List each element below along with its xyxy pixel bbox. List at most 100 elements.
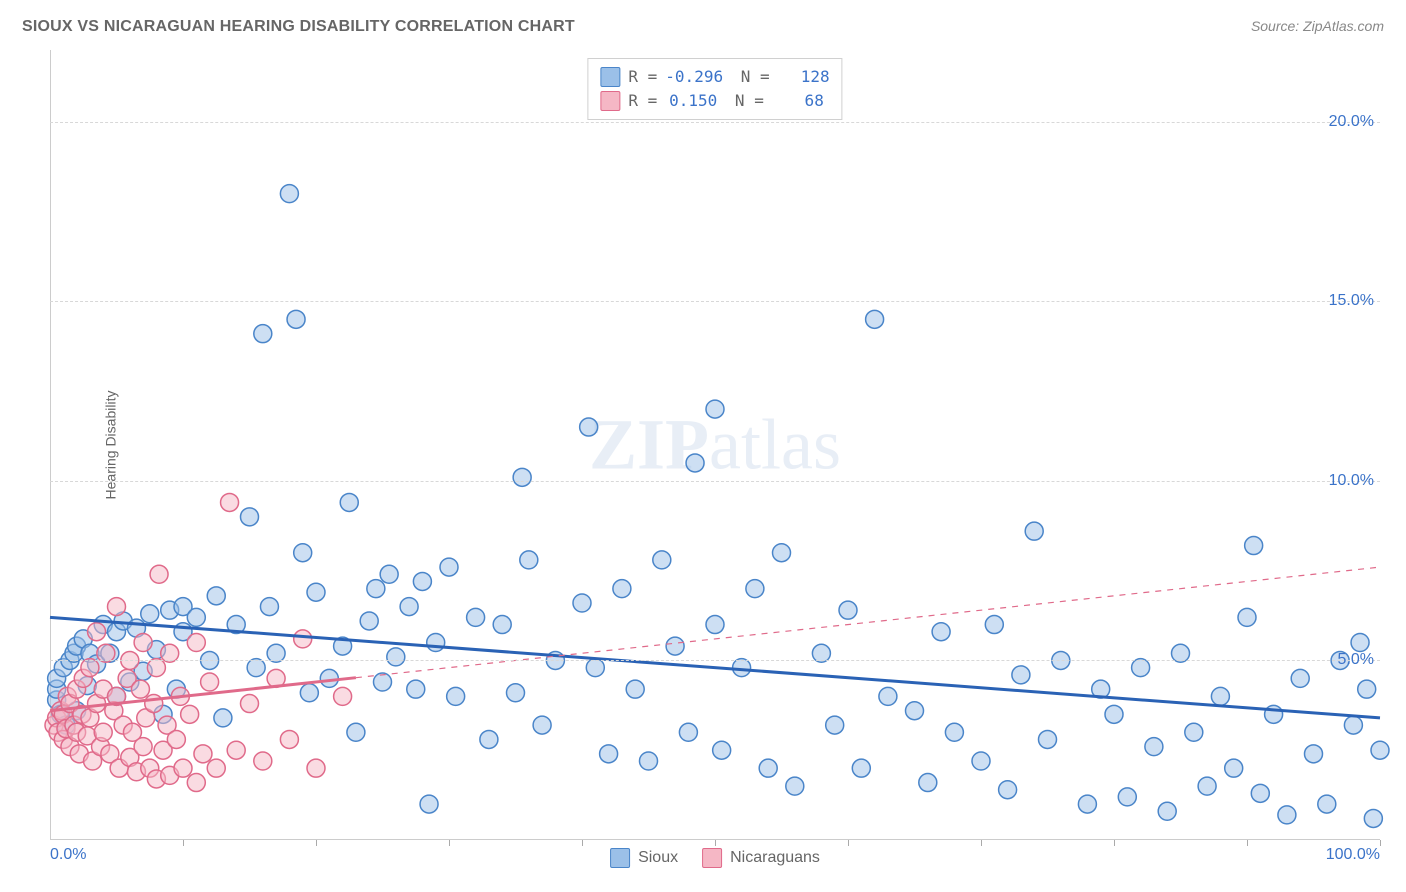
scatter-point — [294, 544, 312, 562]
scatter-point — [374, 673, 392, 691]
scatter-point — [972, 752, 990, 770]
scatter-point — [187, 774, 205, 792]
scatter-point — [1251, 784, 1269, 802]
scatter-point — [94, 723, 112, 741]
scatter-point — [167, 730, 185, 748]
scatter-point — [221, 493, 239, 511]
scatter-point — [131, 680, 149, 698]
scatter-point — [1039, 730, 1057, 748]
scatter-point — [985, 616, 1003, 634]
scatter-point — [932, 623, 950, 641]
scatter-point — [145, 695, 163, 713]
x-tick — [848, 840, 849, 846]
sioux-n: 128 — [778, 65, 830, 89]
scatter-point — [134, 634, 152, 652]
scatter-point — [1371, 741, 1389, 759]
scatter-point — [600, 745, 618, 763]
scatter-point — [88, 623, 106, 641]
legend-item-sioux: Sioux — [610, 848, 678, 868]
scatter-point — [580, 418, 598, 436]
scatter-point — [380, 565, 398, 583]
scatter-point — [866, 310, 884, 328]
scatter-point — [400, 598, 418, 616]
scatter-point — [879, 687, 897, 705]
scatter-point — [626, 680, 644, 698]
scatter-point — [493, 616, 511, 634]
scatter-point — [227, 741, 245, 759]
scatter-point — [640, 752, 658, 770]
scatter-point — [201, 673, 219, 691]
scatter-point — [334, 687, 352, 705]
scatter-point — [1078, 795, 1096, 813]
scatter-point — [786, 777, 804, 795]
scatter-point — [194, 745, 212, 763]
scatter-point — [241, 695, 259, 713]
scatter-point — [367, 580, 385, 598]
scatter-point — [1105, 705, 1123, 723]
scatter-point — [1025, 522, 1043, 540]
scatter-point — [1185, 723, 1203, 741]
scatter-point — [533, 716, 551, 734]
scatter-point — [413, 572, 431, 590]
x-tick — [715, 840, 716, 846]
scatter-point — [919, 774, 937, 792]
scatter-point — [108, 598, 126, 616]
scatter-point — [713, 741, 731, 759]
scatter-point — [653, 551, 671, 569]
scatter-point — [1305, 745, 1323, 763]
scatter-point — [852, 759, 870, 777]
grid-line — [50, 122, 1380, 123]
scatter-point — [513, 468, 531, 486]
x-tick — [1380, 840, 1381, 846]
scatter-point — [1344, 716, 1362, 734]
x-tick — [449, 840, 450, 846]
legend-label-sioux: Sioux — [638, 849, 678, 867]
plot-area: Hearing Disability ZIPatlas 0.0% 100.0% … — [50, 50, 1380, 840]
x-tick — [316, 840, 317, 846]
scatter-point — [280, 185, 298, 203]
scatter-point — [1211, 687, 1229, 705]
scatter-point — [447, 687, 465, 705]
y-tick-label: 5.0% — [1338, 651, 1374, 669]
source-attribution: Source: ZipAtlas.com — [1251, 18, 1384, 34]
scatter-point — [613, 580, 631, 598]
scatter-point — [307, 759, 325, 777]
bottom-legend: Sioux Nicaraguans — [610, 848, 820, 868]
plot-svg — [50, 50, 1380, 840]
swatch-nicaraguans — [600, 91, 620, 111]
y-tick-label: 20.0% — [1329, 113, 1374, 131]
scatter-point — [187, 634, 205, 652]
scatter-point — [207, 587, 225, 605]
scatter-point — [679, 723, 697, 741]
scatter-point — [174, 759, 192, 777]
y-tick-label: 15.0% — [1329, 292, 1374, 310]
scatter-point — [1351, 634, 1369, 652]
scatter-point — [759, 759, 777, 777]
scatter-point — [420, 795, 438, 813]
scatter-point — [467, 608, 485, 626]
grid-line — [50, 301, 1380, 302]
scatter-point — [906, 702, 924, 720]
scatter-point — [1145, 738, 1163, 756]
y-tick-label: 10.0% — [1329, 472, 1374, 490]
x-tick — [1247, 840, 1248, 846]
scatter-point — [254, 325, 272, 343]
scatter-point — [520, 551, 538, 569]
scatter-point — [706, 616, 724, 634]
scatter-point — [187, 608, 205, 626]
scatter-point — [666, 637, 684, 655]
x-min-label: 0.0% — [50, 846, 86, 864]
scatter-point — [1358, 680, 1376, 698]
scatter-point — [280, 730, 298, 748]
scatter-point — [134, 738, 152, 756]
scatter-point — [141, 605, 159, 623]
scatter-point — [307, 583, 325, 601]
x-tick — [981, 840, 982, 846]
correlation-stats-box: R =-0.296 N =128 R =0.150 N =68 — [587, 58, 842, 120]
grid-line — [50, 481, 1380, 482]
scatter-point — [254, 752, 272, 770]
grid-line — [50, 660, 1380, 661]
scatter-point — [480, 730, 498, 748]
scatter-point — [999, 781, 1017, 799]
scatter-point — [1158, 802, 1176, 820]
